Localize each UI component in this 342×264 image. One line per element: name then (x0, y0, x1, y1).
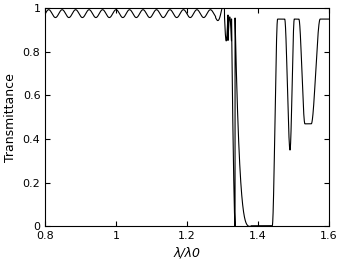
Y-axis label: Transmittance: Transmittance (4, 73, 17, 162)
X-axis label: λ/λ0: λ/λ0 (174, 247, 201, 260)
